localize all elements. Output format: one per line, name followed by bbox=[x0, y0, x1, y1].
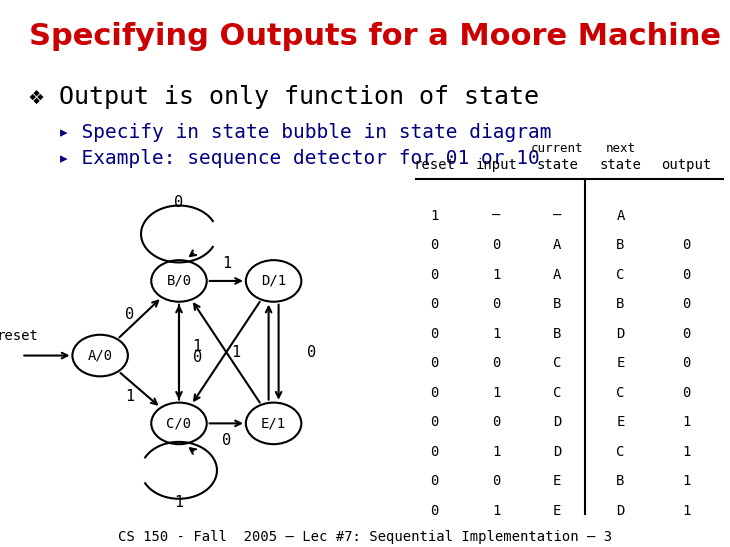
Text: 0: 0 bbox=[222, 433, 231, 449]
Text: B: B bbox=[553, 297, 561, 311]
Text: 0: 0 bbox=[430, 386, 439, 400]
Text: C: C bbox=[553, 386, 561, 400]
Text: –: – bbox=[553, 208, 561, 223]
Text: 0: 0 bbox=[430, 356, 439, 370]
Text: 1: 1 bbox=[492, 386, 501, 400]
Text: 1: 1 bbox=[492, 445, 501, 459]
Text: CS 150 - Fall  2005 – Lec #7: Sequential Implementation – 3: CS 150 - Fall 2005 – Lec #7: Sequential … bbox=[118, 530, 612, 544]
Text: B: B bbox=[616, 474, 625, 488]
Text: 0: 0 bbox=[492, 415, 501, 429]
Text: B: B bbox=[553, 327, 561, 341]
Text: 0: 0 bbox=[174, 195, 183, 210]
Text: ❖ Output is only function of state: ❖ Output is only function of state bbox=[29, 85, 539, 109]
Text: 1: 1 bbox=[492, 267, 501, 282]
Text: –: – bbox=[492, 208, 501, 223]
Text: 1: 1 bbox=[231, 345, 240, 360]
Text: B/0: B/0 bbox=[166, 274, 191, 288]
Text: 1: 1 bbox=[492, 327, 501, 341]
Text: A: A bbox=[553, 267, 561, 282]
Text: 0: 0 bbox=[193, 350, 201, 365]
Text: 0: 0 bbox=[682, 238, 691, 252]
Text: 0: 0 bbox=[682, 386, 691, 400]
Text: E: E bbox=[616, 356, 625, 370]
Text: D/1: D/1 bbox=[261, 274, 286, 288]
Text: 1: 1 bbox=[682, 474, 691, 488]
Text: ▸ Example: sequence detector for 01 or 10: ▸ Example: sequence detector for 01 or 1… bbox=[58, 149, 540, 168]
Text: A: A bbox=[553, 238, 561, 252]
Text: 1: 1 bbox=[682, 445, 691, 459]
Text: 1: 1 bbox=[430, 208, 439, 223]
Text: 0: 0 bbox=[125, 307, 134, 322]
Text: 0: 0 bbox=[430, 504, 439, 518]
Text: 0: 0 bbox=[492, 474, 501, 488]
Text: D: D bbox=[553, 415, 561, 429]
Text: D: D bbox=[616, 504, 625, 518]
Text: 0: 0 bbox=[430, 327, 439, 341]
Text: 1: 1 bbox=[193, 339, 201, 354]
Text: 1: 1 bbox=[682, 415, 691, 429]
Text: E/1: E/1 bbox=[261, 416, 286, 430]
Text: 0: 0 bbox=[430, 474, 439, 488]
Text: 1: 1 bbox=[174, 494, 183, 510]
Text: 0: 0 bbox=[430, 297, 439, 311]
Text: 0: 0 bbox=[682, 267, 691, 282]
Text: reset: reset bbox=[413, 158, 456, 172]
Text: C: C bbox=[616, 445, 625, 459]
Text: input: input bbox=[475, 158, 518, 172]
Text: E: E bbox=[616, 415, 625, 429]
Text: A/0: A/0 bbox=[88, 348, 112, 363]
Text: 0: 0 bbox=[492, 356, 501, 370]
Text: 0: 0 bbox=[682, 297, 691, 311]
Text: reset: reset bbox=[0, 329, 39, 344]
Text: E: E bbox=[553, 504, 561, 518]
Text: 0: 0 bbox=[430, 415, 439, 429]
Text: next: next bbox=[605, 142, 636, 155]
Text: B: B bbox=[616, 297, 625, 311]
Text: 1: 1 bbox=[682, 504, 691, 518]
Text: 0: 0 bbox=[492, 297, 501, 311]
Text: Specifying Outputs for a Moore Machine: Specifying Outputs for a Moore Machine bbox=[29, 22, 721, 51]
Text: state: state bbox=[599, 158, 642, 172]
Text: 0: 0 bbox=[307, 345, 316, 360]
Text: 1: 1 bbox=[222, 256, 231, 271]
Text: 0: 0 bbox=[682, 327, 691, 341]
Text: current: current bbox=[531, 142, 583, 155]
Text: 0: 0 bbox=[430, 238, 439, 252]
Text: B: B bbox=[616, 238, 625, 252]
Text: A: A bbox=[616, 208, 625, 223]
Text: output: output bbox=[661, 158, 711, 172]
Text: 0: 0 bbox=[430, 267, 439, 282]
Text: ▸ Specify in state bubble in state diagram: ▸ Specify in state bubble in state diagr… bbox=[58, 123, 552, 142]
Text: D: D bbox=[553, 445, 561, 459]
Text: C: C bbox=[616, 267, 625, 282]
Text: C/0: C/0 bbox=[166, 416, 191, 430]
Text: 0: 0 bbox=[430, 445, 439, 459]
Text: 0: 0 bbox=[492, 238, 501, 252]
Text: C: C bbox=[553, 356, 561, 370]
Text: E: E bbox=[553, 474, 561, 488]
Text: 1: 1 bbox=[125, 389, 134, 404]
Text: 1: 1 bbox=[492, 504, 501, 518]
Text: C: C bbox=[616, 386, 625, 400]
Text: 0: 0 bbox=[682, 356, 691, 370]
Text: state: state bbox=[536, 158, 578, 172]
Text: D: D bbox=[616, 327, 625, 341]
